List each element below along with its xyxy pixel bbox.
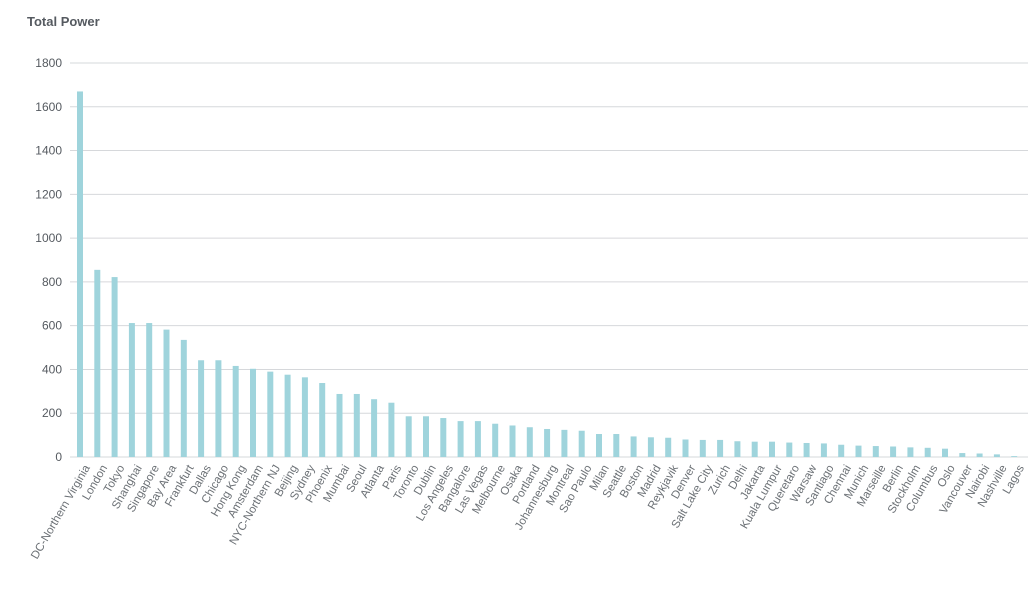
bar bbox=[976, 453, 983, 457]
bar bbox=[284, 374, 291, 457]
y-tick-label: 0 bbox=[55, 450, 62, 464]
bar bbox=[1011, 456, 1018, 457]
bar bbox=[77, 91, 83, 457]
y-tick-label: 800 bbox=[42, 275, 62, 289]
bar bbox=[942, 448, 948, 457]
bar bbox=[699, 439, 706, 457]
bar bbox=[371, 399, 378, 457]
bar bbox=[803, 442, 810, 457]
bar bbox=[301, 377, 308, 457]
bar bbox=[890, 446, 897, 457]
bar bbox=[907, 447, 914, 457]
bar bbox=[163, 329, 170, 457]
x-tick-label: DC-Northern Virginia bbox=[29, 463, 93, 562]
bar bbox=[578, 430, 585, 457]
y-axis-ticks: 0 200 400 600 800 1000 1200 1400 1600 1800 bbox=[35, 56, 62, 464]
bar bbox=[492, 423, 499, 457]
bar bbox=[665, 437, 672, 457]
y-tick-label: 1800 bbox=[35, 56, 62, 70]
bar bbox=[717, 439, 724, 457]
bar bbox=[630, 436, 637, 457]
bar bbox=[855, 445, 862, 457]
bar bbox=[647, 437, 654, 457]
y-tick-label: 600 bbox=[42, 319, 62, 333]
bar bbox=[128, 323, 135, 457]
bar bbox=[353, 393, 360, 457]
bar bbox=[682, 439, 689, 457]
bar bbox=[388, 402, 395, 457]
bar bbox=[474, 421, 481, 457]
bar bbox=[232, 365, 239, 457]
bar bbox=[820, 443, 827, 457]
bar bbox=[198, 360, 205, 457]
bar bbox=[111, 277, 118, 457]
gridlines bbox=[70, 62, 1028, 458]
bar bbox=[786, 442, 793, 457]
y-tick-label: 1200 bbox=[35, 187, 62, 201]
bar bbox=[544, 428, 551, 457]
bar bbox=[959, 453, 966, 457]
bar bbox=[613, 434, 620, 457]
bar bbox=[423, 416, 429, 457]
bar bbox=[250, 368, 256, 457]
bar bbox=[319, 383, 326, 457]
bar bbox=[924, 447, 931, 457]
bar bbox=[267, 371, 274, 457]
y-tick-label: 1000 bbox=[35, 231, 62, 245]
bar bbox=[509, 425, 516, 457]
bar bbox=[734, 441, 741, 457]
bar bbox=[993, 454, 1000, 457]
bar bbox=[180, 339, 187, 457]
bar bbox=[596, 434, 602, 457]
bar bbox=[769, 441, 775, 457]
bar bbox=[838, 444, 845, 457]
bar bbox=[94, 269, 101, 457]
bar bbox=[146, 323, 153, 457]
bar bbox=[457, 421, 464, 457]
chart-title: Total Power bbox=[27, 14, 100, 29]
bars bbox=[77, 91, 1018, 457]
bar bbox=[872, 446, 879, 457]
y-tick-label: 1600 bbox=[35, 100, 62, 114]
y-tick-label: 400 bbox=[42, 362, 62, 376]
x-axis-ticks: DC-Northern VirginiaLondonTokyoShanghaiS… bbox=[29, 462, 1027, 561]
bar bbox=[440, 418, 447, 457]
bar bbox=[215, 360, 222, 457]
bar bbox=[751, 441, 758, 457]
y-tick-label: 1400 bbox=[35, 144, 62, 158]
bar bbox=[405, 416, 412, 457]
bar bbox=[526, 427, 533, 457]
y-tick-label: 200 bbox=[42, 406, 62, 420]
bar bbox=[336, 393, 343, 457]
bar bbox=[561, 429, 568, 457]
